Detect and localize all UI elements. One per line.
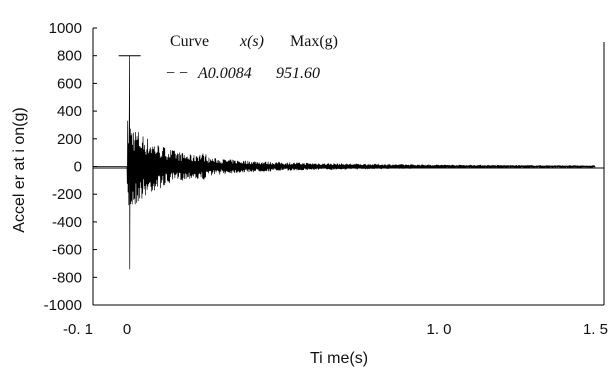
x-tick-label: 1. 5 [583, 321, 608, 338]
y-tick-label: -200 [52, 186, 82, 203]
series-line [93, 55, 596, 270]
x-tick-label: 1. 0 [426, 321, 451, 338]
y-tick-label: 1000 [49, 20, 82, 37]
legend-entry-max: 951.60 [276, 65, 320, 82]
y-tick-label: 200 [57, 131, 82, 148]
legend-header-curve: Curve [170, 33, 209, 50]
x-tick-label: -0. 1 [63, 321, 93, 338]
y-tick-label: 800 [57, 48, 82, 65]
legend-header-x: x(s) [239, 33, 264, 50]
legend: Curve x(s) Max(g) − − A0.0084 951.60 [166, 33, 338, 82]
x-tick-labels: -0. 1 0 1. 0 1. 5 [63, 321, 608, 338]
y-tick-label: 0 [74, 159, 82, 176]
y-tick-label: -1000 [44, 297, 82, 314]
x-tick-label: 0 [123, 321, 131, 338]
legend-entry-name: A0.0084 [197, 65, 252, 82]
legend-header-max: Max(g) [290, 33, 338, 50]
y-tick-label: 400 [57, 103, 82, 120]
acceleration-signal [93, 55, 596, 270]
y-tick-label: 600 [57, 75, 82, 92]
legend-line-style: − − [166, 65, 188, 82]
y-tick-label: -600 [52, 242, 82, 259]
y-tick-label: -800 [52, 269, 82, 286]
x-axis-label: Ti me(s) [310, 350, 368, 367]
y-axis-label: Accel er at i on(g) [11, 107, 28, 232]
y-tick-label: -400 [52, 214, 82, 231]
y-tick-labels: 1000 800 600 400 200 0 -200 -400 -600 -800 -1000 [44, 20, 97, 314]
